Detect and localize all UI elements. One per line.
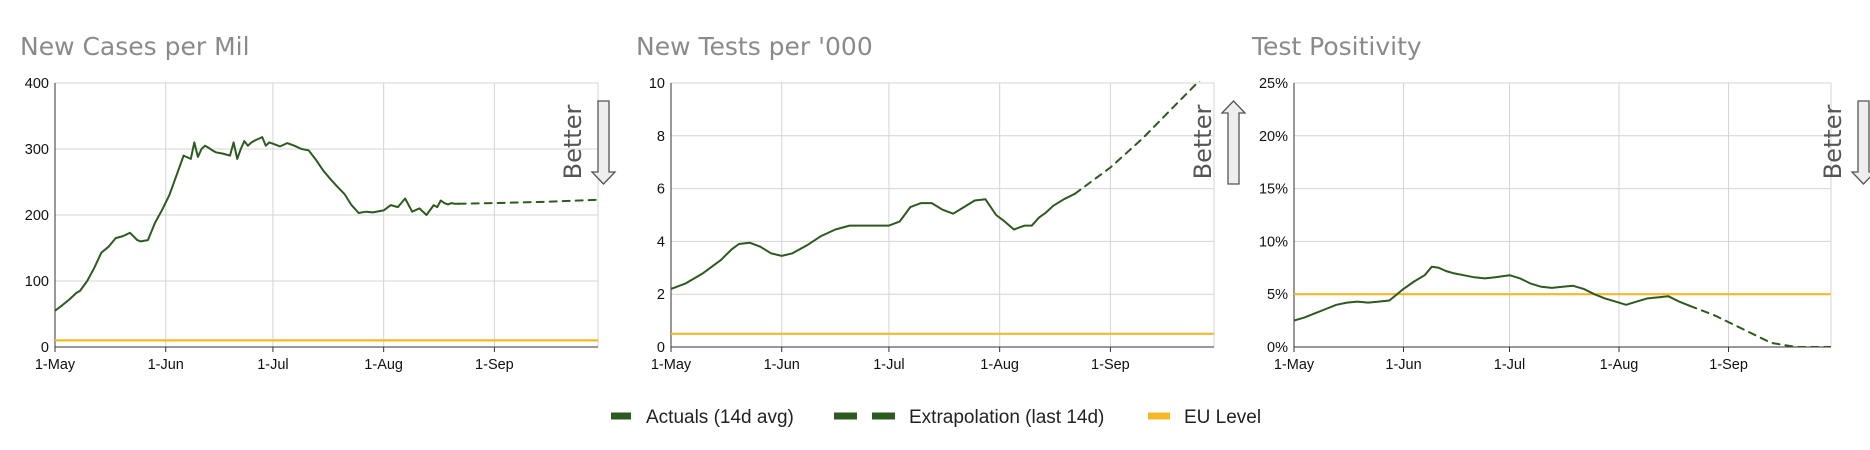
y-tick-label: 2 — [657, 287, 665, 303]
legend-item-actuals: Actuals (14d avg) — [611, 407, 794, 428]
better-indicator: Better — [559, 100, 617, 185]
y-tick-label: 10 — [649, 76, 665, 92]
y-tick-label: 15% — [1259, 182, 1288, 198]
x-tick-label: 1-Jul — [1494, 357, 1525, 373]
arrow-down-icon — [1850, 100, 1870, 185]
x-tick-label: 1-Aug — [1600, 357, 1639, 373]
better-indicator: Better — [1189, 100, 1247, 185]
legend-label-eu-level: EU Level — [1184, 407, 1261, 428]
series-line-actuals — [671, 192, 1076, 290]
chart-test-positivity: Test Positivity 0% 5% 10% 15% 20% 25% 1-May 1-J… — [1251, 32, 1870, 373]
series-line-extrapolation — [457, 198, 598, 205]
chart-title: Test Positivity — [1251, 32, 1422, 61]
x-tick-label: 1-Jun — [148, 357, 184, 373]
x-tick-label: 1-Aug — [364, 357, 403, 373]
chart-new-cases-per-mil: New Cases per Mil 0 100 200 300 400 1-May 1-Ju… — [20, 32, 617, 373]
series-line-extrapolation — [1073, 81, 1201, 195]
legend: Actuals (14d avg) Extrapolation (last 14… — [611, 407, 1261, 428]
legend-label-extrapolation: Extrapolation (last 14d) — [909, 407, 1104, 428]
y-tick-label: 6 — [657, 182, 665, 198]
chart-title: New Cases per Mil — [20, 32, 250, 61]
chart-title: New Tests per '000 — [636, 32, 873, 61]
better-label: Better — [559, 105, 587, 180]
legend-item-extrapolation: Extrapolation (last 14d) — [834, 407, 1104, 428]
arrow-up-icon — [1220, 100, 1247, 185]
x-tick-label: 1-May — [651, 357, 692, 373]
y-tick-label: 10% — [1259, 234, 1288, 250]
better-label: Better — [1189, 105, 1217, 180]
y-tick-label: 200 — [25, 208, 49, 224]
x-tick-label: 1-Aug — [980, 357, 1019, 373]
y-tick-label: 300 — [25, 142, 49, 158]
y-tick-label: 25% — [1259, 76, 1288, 92]
chart-new-tests-per-thousand: New Tests per '000 0 2 4 6 8 10 1-May 1-Jun 1-Ju… — [636, 32, 1247, 373]
y-tick-label: 8 — [657, 129, 665, 145]
series-line-actuals — [1294, 265, 1691, 322]
better-indicator: Better — [1819, 100, 1870, 185]
arrow-down-icon — [590, 100, 617, 185]
x-tick-label: 1-Jul — [873, 357, 904, 373]
better-label: Better — [1819, 105, 1847, 180]
series-line-extrapolation — [1688, 304, 1831, 347]
x-tick-label: 1-Jun — [764, 357, 800, 373]
y-tick-label: 20% — [1259, 129, 1288, 145]
y-tick-label: 0 — [41, 340, 49, 356]
x-tick-label: 1-Sep — [1091, 357, 1130, 373]
x-tick-label: 1-May — [1274, 357, 1315, 373]
x-tick-label: 1-May — [35, 357, 76, 373]
x-tick-label: 1-Jun — [1385, 357, 1421, 373]
y-tick-label: 100 — [25, 274, 49, 290]
series-line-actuals — [55, 136, 460, 312]
y-tick-label: 5% — [1267, 287, 1288, 303]
y-tick-label: 0 — [657, 340, 665, 356]
y-tick-label: 400 — [25, 76, 49, 92]
x-tick-label: 1-Sep — [1709, 357, 1748, 373]
legend-item-eu-level: EU Level — [1148, 407, 1261, 428]
y-tick-label: 4 — [657, 234, 665, 250]
y-tick-label: 0% — [1267, 340, 1288, 356]
x-tick-label: 1-Jul — [257, 357, 288, 373]
x-tick-label: 1-Sep — [475, 357, 514, 373]
legend-label-actuals: Actuals (14d avg) — [646, 407, 794, 428]
